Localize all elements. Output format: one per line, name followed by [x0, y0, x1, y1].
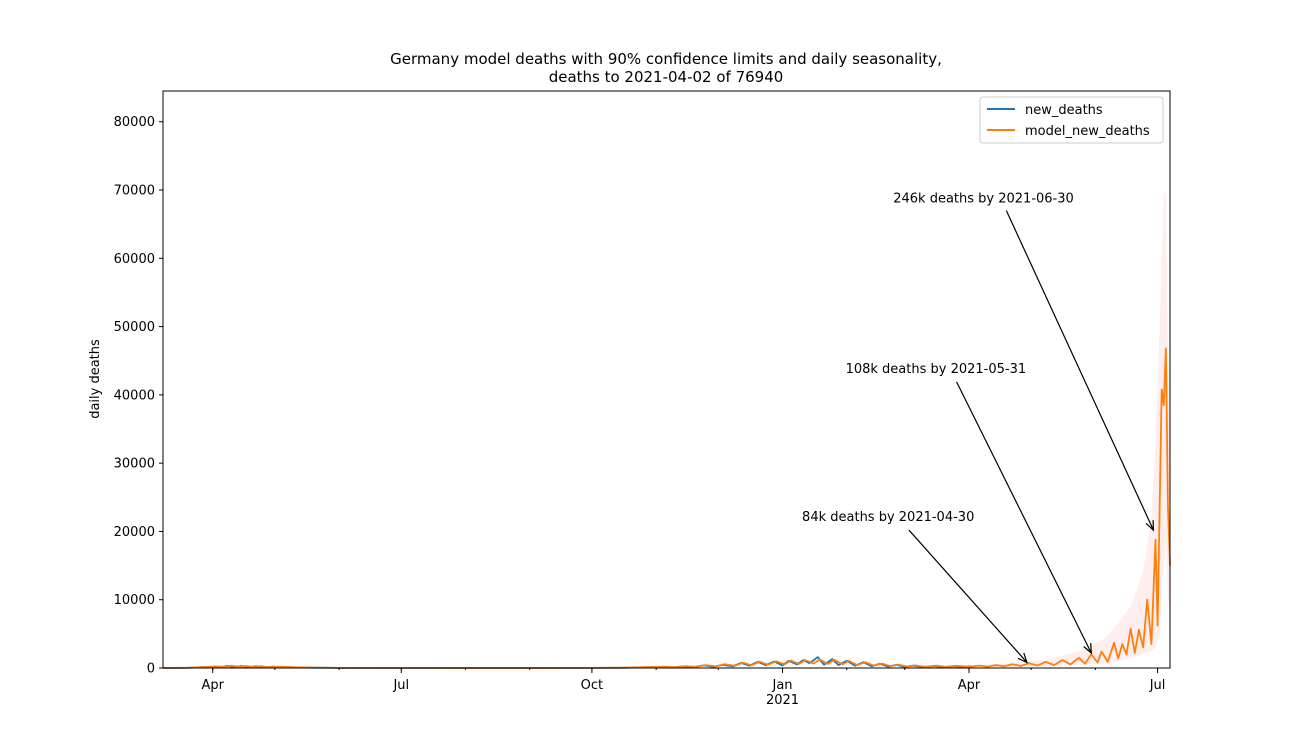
legend: new_deaths model_new_deaths	[979, 96, 1164, 144]
confidence-band	[971, 190, 1170, 667]
x-tick-label: Jul	[392, 678, 409, 693]
y-tick-label: 10000	[114, 593, 155, 608]
annotation-arrow	[1005, 210, 1154, 531]
annotation-layer: 84k deaths by 2021-04-30 108k deaths by 2…	[802, 191, 1155, 664]
annotation-arrowhead	[1083, 642, 1092, 655]
x-tick-label: Jul	[1149, 678, 1166, 693]
annotation-arrowhead	[1017, 652, 1029, 664]
legend-label-model-new-deaths: model_new_deaths	[1025, 124, 1150, 139]
y-tick-label: 40000	[114, 388, 155, 403]
plot-frame	[162, 90, 1171, 669]
annotation-arrow	[908, 529, 1028, 663]
y-axis: 0 10000 20000 30000 40000 50000 60000 70000 8000…	[114, 115, 163, 677]
x-tick-label: Oct	[581, 678, 603, 693]
x-tick-sublabel: 2021	[766, 693, 799, 708]
x-tick-label: Apr	[201, 678, 224, 693]
legend-label-new-deaths: new_deaths	[1025, 103, 1103, 118]
legend-box	[979, 96, 1164, 144]
annotation-arrow	[956, 381, 1092, 654]
y-tick-label: 80000	[114, 115, 155, 130]
x-tick-label: Apr	[958, 678, 981, 693]
chart-title-line2: deaths to 2021-04-02 of 76940	[549, 68, 784, 86]
y-tick-label: 50000	[114, 320, 155, 335]
y-tick-label: 60000	[114, 252, 155, 267]
annotation-label: 246k deaths by 2021-06-30	[893, 191, 1074, 206]
y-tick-label: 20000	[114, 525, 155, 540]
y-tick-label: 70000	[114, 184, 155, 199]
chart-title-line1: Germany model deaths with 90% confidence…	[390, 50, 942, 68]
y-axis-label: daily deaths	[88, 339, 103, 419]
confidence-band-layer	[971, 190, 1170, 667]
y-tick-label: 30000	[114, 457, 155, 472]
annotation-label: 108k deaths by 2021-05-31	[846, 362, 1027, 377]
annotation-label: 84k deaths by 2021-04-30	[802, 510, 974, 525]
annotation-arrowhead	[1145, 520, 1155, 532]
x-tick-label: Jan	[772, 678, 793, 693]
y-tick-label: 0	[147, 662, 155, 677]
